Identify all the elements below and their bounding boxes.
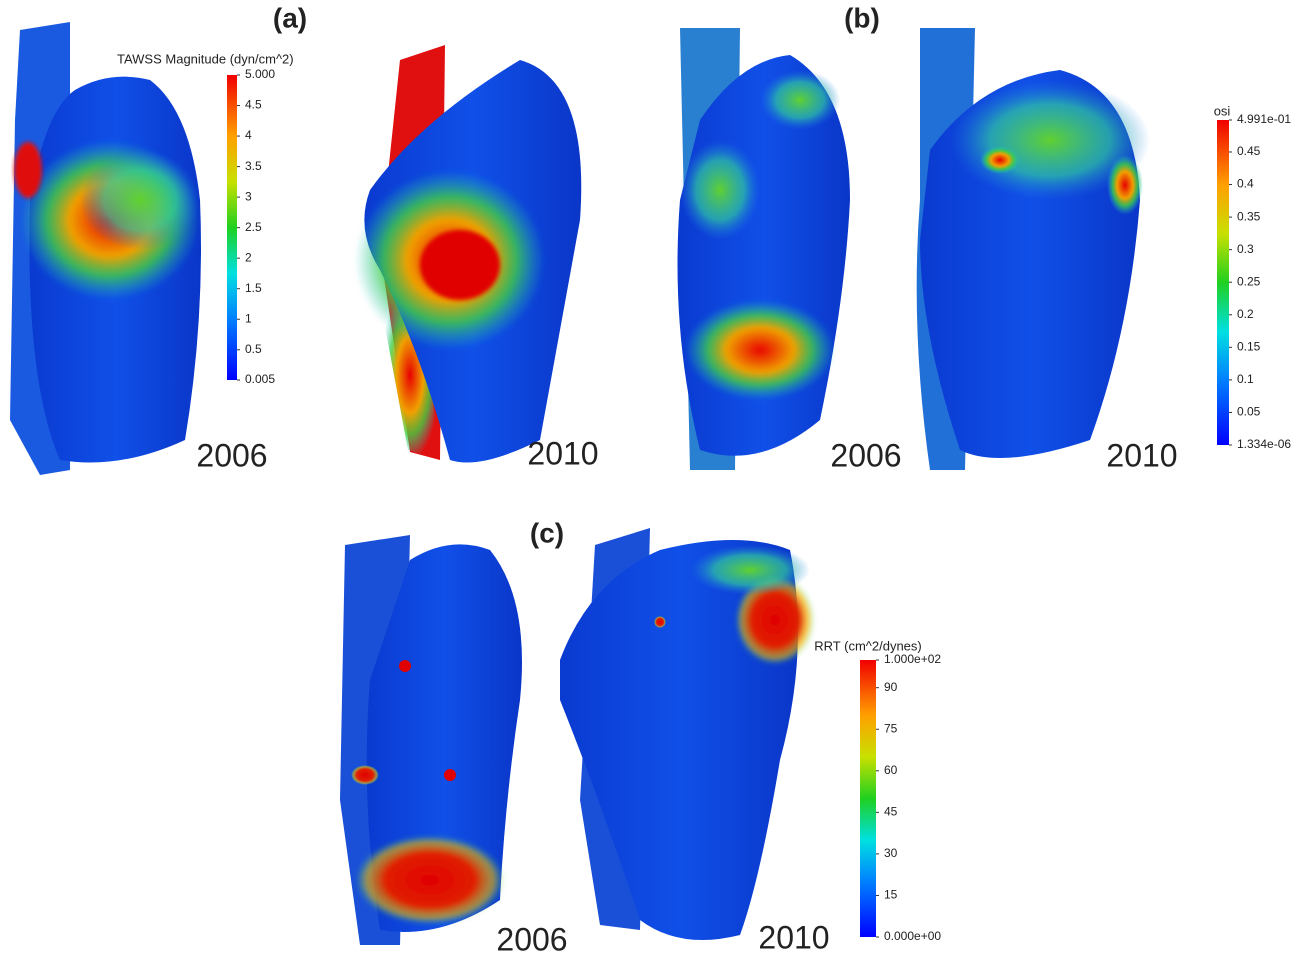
colorbar-tick-label: 30 <box>884 846 898 860</box>
colorbar-tick-label: 0.1 <box>1237 372 1254 386</box>
colorbar <box>227 75 237 380</box>
render-c-2006 <box>340 535 522 945</box>
colorbar-tick-label: 0.35 <box>1237 209 1261 223</box>
colorbar-tick-label: 45 <box>884 805 898 819</box>
colorbar-tick-label: 0.3 <box>1237 242 1254 256</box>
colorbar-tick-label: 5.000 <box>245 67 275 81</box>
year-label: 2010 <box>1106 437 1177 473</box>
render-b-2006 <box>678 28 851 470</box>
colorbar-tick-label: 3.5 <box>245 159 262 173</box>
year-label: 2006 <box>830 437 901 473</box>
colorbar-tick-label: 0.5 <box>245 342 262 356</box>
colorbar-tick-label: 1.5 <box>245 281 262 295</box>
colorbar-tick-label: 0.4 <box>1237 177 1254 191</box>
figure: (a) 2006 2010 (b) 2006 2010 (c) 2006 201… <box>0 0 1316 960</box>
colorbar-tick-label: 0.45 <box>1237 144 1261 158</box>
colorbar-title: osi <box>1214 103 1231 118</box>
colorbar-tick-label: 0.15 <box>1237 339 1261 353</box>
year-label: 2010 <box>527 435 598 471</box>
panel-label: (c) <box>530 517 564 548</box>
colorbar-tick-label: 2 <box>245 250 252 264</box>
colorbar-tick-label: 0.000e+00 <box>884 929 941 943</box>
colorbar-tick-label: 4 <box>245 128 252 142</box>
colorbar-tick-label: 15 <box>884 888 898 902</box>
render-a-2006 <box>10 22 201 475</box>
year-label: 2006 <box>196 437 267 473</box>
colorbar-tick-label: 0.2 <box>1237 307 1254 321</box>
panel-label: (a) <box>273 2 307 33</box>
year-label: 2010 <box>758 919 829 955</box>
colorbar-tick-label: 1 <box>245 311 252 325</box>
colorbar-title: TAWSS Magnitude (dyn/cm^2) <box>117 51 294 66</box>
render-a-2010 <box>355 45 581 463</box>
colorbar-tick-label: 0.05 <box>1237 405 1261 419</box>
render-c-2010 <box>560 528 815 940</box>
colorbar-tick-label: 0.005 <box>245 372 275 386</box>
colorbar-tick-label: 4.991e-01 <box>1237 112 1291 126</box>
panel-label: (b) <box>844 2 880 33</box>
colorbar-tick-label: 90 <box>884 680 898 694</box>
colorbar <box>860 660 876 937</box>
colorbar-tick-label: 1.000e+02 <box>884 652 941 666</box>
colorbar-tick-label: 1.334e-06 <box>1237 437 1291 451</box>
colorbar-tick-label: 2.5 <box>245 220 262 234</box>
colorbar-tick-label: 4.5 <box>245 98 262 112</box>
colorbar-tick-label: 75 <box>884 721 898 735</box>
year-label: 2006 <box>496 921 567 957</box>
render-b-2010 <box>917 28 1150 470</box>
colorbar-tick-label: 60 <box>884 763 898 777</box>
colorbar <box>1217 120 1229 445</box>
colorbar-tick-label: 0.25 <box>1237 274 1261 288</box>
colorbar-tick-label: 3 <box>245 189 252 203</box>
